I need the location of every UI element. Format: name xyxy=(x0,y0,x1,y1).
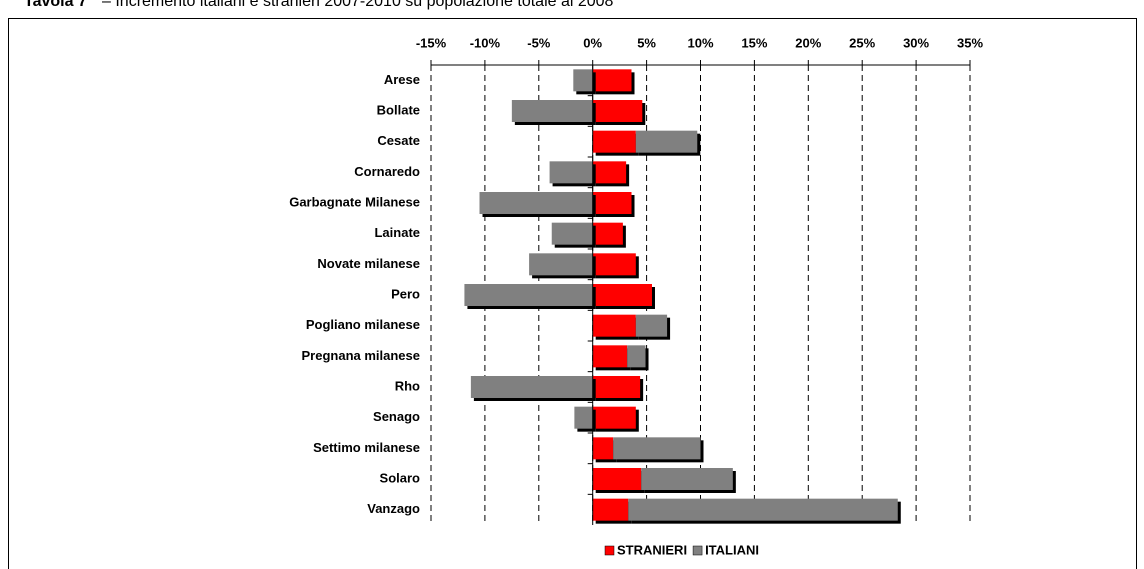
y-tick-label: Senago xyxy=(373,409,420,424)
y-tick-label: Bollate xyxy=(377,102,420,117)
x-tick-label: 0% xyxy=(583,35,602,50)
bar xyxy=(592,314,636,337)
x-tick-label: 10% xyxy=(687,35,713,50)
x-tick-label: 30% xyxy=(903,35,929,50)
bar xyxy=(627,345,646,368)
x-tick-label: 35% xyxy=(957,35,983,50)
x-tick-label: -10% xyxy=(470,35,501,50)
legend-swatch xyxy=(692,545,703,556)
bar xyxy=(592,284,652,306)
bar xyxy=(628,498,898,521)
bar xyxy=(592,437,614,460)
bar xyxy=(592,69,632,92)
bar xyxy=(574,406,593,429)
bar xyxy=(613,437,701,460)
bar xyxy=(592,161,627,184)
bar xyxy=(592,253,636,276)
x-tick-label: 5% xyxy=(637,35,656,50)
bar xyxy=(592,406,636,429)
chart-title-label: Tavola 7 xyxy=(24,0,87,10)
bar xyxy=(592,468,642,490)
y-tick-label: Novate milanese xyxy=(317,256,420,271)
bar xyxy=(641,468,733,490)
x-tick-label: 25% xyxy=(849,35,875,50)
y-tick-label: Garbagnate Milanese xyxy=(289,194,420,209)
bar xyxy=(592,100,643,122)
bar xyxy=(592,130,636,153)
legend-label: ITALIANI xyxy=(705,542,759,557)
bar xyxy=(470,376,593,398)
x-tick-label: 20% xyxy=(795,35,821,50)
x-tick-label: 15% xyxy=(741,35,767,50)
bar xyxy=(635,314,668,337)
bar xyxy=(551,222,593,245)
bar xyxy=(464,284,593,306)
legend-swatch xyxy=(604,545,615,556)
y-tick-label: Arese xyxy=(384,72,420,87)
bar xyxy=(549,161,593,184)
y-tick-label: Cornaredo xyxy=(354,164,420,179)
bar xyxy=(592,222,623,245)
x-tick-label: -15% xyxy=(416,35,447,50)
y-tick-label: Pregnana milanese xyxy=(302,348,421,363)
chart-title: – Incremento italiani e stranieri 2007-2… xyxy=(102,0,614,10)
y-tick-label: Rho xyxy=(395,378,420,393)
x-tick-label: -5% xyxy=(527,35,551,50)
y-tick-label: Lainate xyxy=(374,225,420,240)
bar xyxy=(635,130,698,153)
bar xyxy=(592,376,641,398)
y-tick-label: Settimo milanese xyxy=(313,440,420,455)
bar xyxy=(592,345,628,368)
bar xyxy=(573,69,593,92)
bar xyxy=(511,100,593,122)
bar xyxy=(479,192,593,214)
bar xyxy=(592,498,629,521)
y-tick-label: Solaro xyxy=(380,470,421,485)
y-tick-label: Cesate xyxy=(377,133,420,148)
legend-label: STRANIERI xyxy=(617,542,687,557)
y-tick-label: Pero xyxy=(391,286,420,301)
bar xyxy=(592,192,632,214)
y-tick-label: Vanzago xyxy=(367,501,420,516)
y-tick-label: Pogliano milanese xyxy=(306,317,420,332)
bar xyxy=(529,253,593,276)
